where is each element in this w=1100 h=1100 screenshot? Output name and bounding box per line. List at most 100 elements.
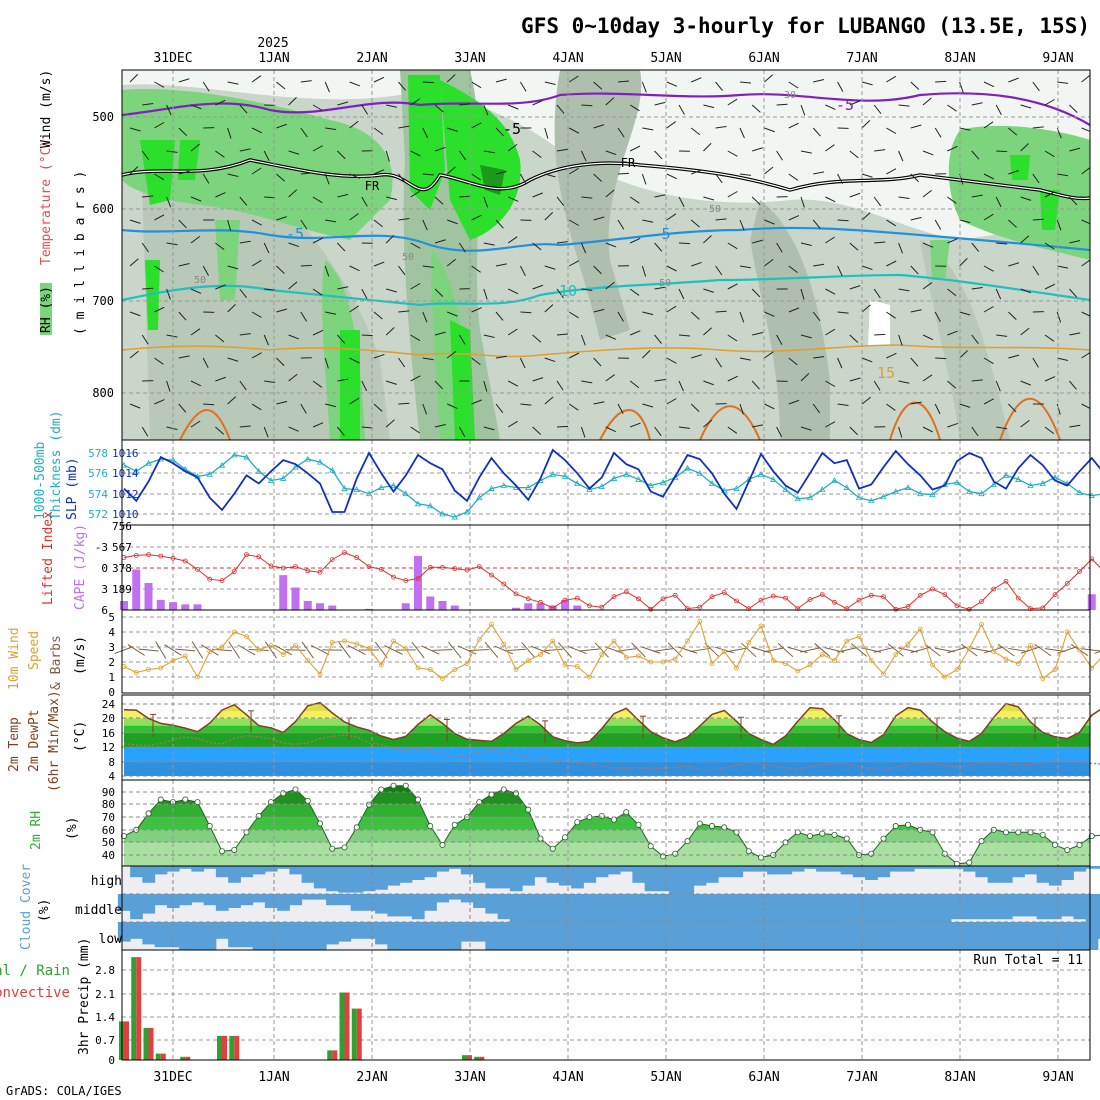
wind-barb [874, 149, 886, 152]
wind-barb [898, 426, 903, 438]
wind-barb [995, 196, 1002, 208]
wind-barb [654, 378, 666, 382]
rh-point [868, 850, 875, 857]
label-cloud-1: Cloud Cover [19, 864, 34, 950]
thickness-point [598, 483, 605, 489]
wind-barb [971, 379, 983, 382]
li-point [587, 603, 592, 609]
cloud-cell-high [938, 866, 952, 869]
wind-barb [1094, 151, 1100, 160]
cloud-cell-high [754, 866, 768, 872]
cloud-cell-middle [718, 894, 731, 922]
wind-barb [519, 173, 527, 184]
wind-barb [788, 307, 800, 313]
cloud-cell-high [828, 866, 842, 872]
wind-barb [715, 265, 723, 276]
wind-barb [727, 334, 738, 342]
wind-barb [752, 424, 764, 428]
wind-barb [800, 647, 820, 653]
wind-barb [532, 242, 542, 251]
wind-barb [1034, 643, 1052, 657]
li-point [648, 606, 654, 612]
wind-barb [325, 219, 337, 223]
wind-barb [141, 426, 149, 437]
wind-barb [446, 403, 458, 409]
rh-point [157, 796, 164, 803]
cloud-cell-middle [289, 894, 303, 906]
wind-barb [959, 311, 971, 316]
cloud-cell-low [999, 922, 1013, 950]
wind-barb [739, 265, 751, 269]
wind-barb [532, 334, 542, 343]
wind-barb [129, 73, 139, 83]
date-label-bottom: 5JAN [650, 1070, 681, 1085]
wind-barb [1020, 380, 1031, 386]
wind-barb [386, 288, 397, 293]
cloud-cell-high [130, 866, 143, 878]
thickness-point [561, 473, 569, 479]
wind-barb [800, 242, 812, 246]
cloud-cell-low [301, 922, 315, 950]
rh-point [635, 821, 642, 828]
rh-band [124, 817, 1090, 830]
wind-point [599, 652, 605, 657]
cloud-cell-low [558, 922, 572, 950]
wind-barb [898, 288, 910, 292]
rh-point [182, 796, 189, 803]
wind-point [329, 640, 335, 645]
wind-barb [458, 426, 466, 437]
y-tick-label: 80 [102, 798, 115, 811]
wind-barb [373, 76, 385, 83]
thickness-point [696, 470, 703, 476]
cloud-cell-middle [313, 894, 327, 900]
thickness-point [1039, 480, 1046, 486]
wind-barb [861, 304, 871, 313]
li-point [721, 590, 727, 595]
wind-barb [873, 196, 882, 207]
cloud-cell-middle [424, 894, 437, 911]
cloud-cell-middle [277, 894, 290, 911]
cloud-cell-high [1024, 866, 1038, 875]
wind-barb [556, 148, 568, 152]
cloud-cell-middle [485, 894, 499, 914]
li-point [342, 550, 347, 555]
wind-barb [542, 648, 563, 652]
cloud-cell-middle [644, 894, 658, 922]
cape-bar [438, 601, 447, 610]
wind-barb [203, 403, 215, 406]
wind-barb [398, 81, 406, 91]
cloud-cell-high [852, 866, 866, 878]
wind-barb [898, 242, 904, 254]
wind-barb [678, 242, 691, 245]
wind-barb [215, 150, 225, 158]
wind-point [158, 665, 164, 671]
wind-barb [800, 150, 812, 154]
wind-barb [971, 647, 992, 653]
label-wind: Wind (m/s) [39, 70, 54, 148]
cloud-cell-high [264, 866, 278, 872]
date-label-top: 7JAN [846, 51, 877, 66]
wind-barb [410, 334, 421, 342]
wind-barb [837, 81, 844, 92]
wind-barb [374, 641, 388, 659]
wind-barb [812, 127, 821, 137]
rh-point [329, 845, 336, 852]
li-point [930, 586, 935, 592]
wind-barb [580, 426, 586, 438]
wind-barb [677, 646, 698, 654]
date-label-bottom: 8JAN [944, 1070, 975, 1085]
cloud-cell-high [595, 866, 609, 878]
rh-point [684, 838, 691, 845]
wind-barb [532, 284, 544, 290]
wind-barb [471, 81, 482, 89]
wind-barb [873, 288, 881, 299]
cloud-cell-high [301, 866, 315, 883]
rh-point [488, 791, 495, 798]
wind-barb [276, 400, 288, 405]
wind-barb [138, 648, 159, 652]
label-iso-15: 15 [877, 364, 895, 382]
wind-barb [1008, 219, 1017, 228]
li-point [329, 557, 335, 562]
y-tick-label: 0 [108, 686, 115, 699]
wind-barb [1069, 380, 1077, 390]
